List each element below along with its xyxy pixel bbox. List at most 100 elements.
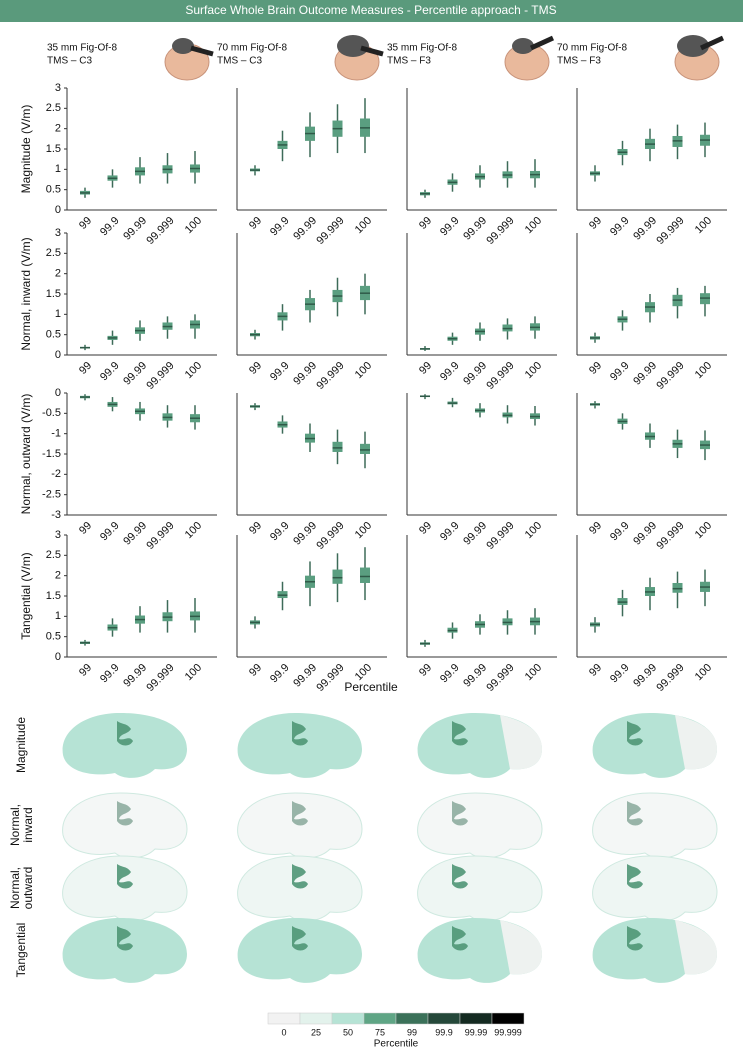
y-tick-label: 2.5 bbox=[46, 247, 61, 259]
coil-handle bbox=[190, 45, 214, 57]
y-tick-label: 3 bbox=[55, 82, 61, 94]
column-header: TMS – F3 bbox=[387, 56, 431, 67]
x-tick-label: 99.999 bbox=[484, 215, 516, 247]
column-header: 70 mm Fig-Of-8 bbox=[217, 43, 287, 54]
colorbar-label: 99.99 bbox=[465, 1027, 488, 1037]
colorbar-swatch bbox=[267, 1012, 301, 1025]
x-tick-label: 99.999 bbox=[654, 520, 686, 552]
x-tick-label: 99.999 bbox=[654, 215, 686, 247]
x-tick-label: 99 bbox=[77, 520, 94, 537]
x-tick-label: 99.9 bbox=[438, 520, 462, 544]
x-tick-label: 99 bbox=[587, 360, 604, 377]
x-tick-label: 99 bbox=[417, 520, 434, 537]
x-tick-label: 99.999 bbox=[144, 360, 176, 392]
y-tick-label: 1.5 bbox=[46, 143, 61, 155]
brain-map bbox=[62, 713, 187, 778]
brain-map bbox=[417, 918, 542, 983]
hotspot bbox=[292, 801, 308, 826]
y-tick-label: 3 bbox=[55, 529, 61, 541]
x-tick-label: 99.9 bbox=[438, 360, 462, 384]
hotspot bbox=[627, 801, 643, 826]
x-tick-label: 99.9 bbox=[438, 215, 462, 239]
coil-icon bbox=[512, 38, 534, 54]
hotspot bbox=[117, 721, 133, 746]
x-tick-label: 100 bbox=[183, 215, 204, 236]
y-axis-title: Normal, outward (V/m) bbox=[19, 394, 33, 515]
brain-front bbox=[675, 715, 717, 770]
brain-map bbox=[417, 855, 543, 922]
colorbar-swatch bbox=[491, 1012, 525, 1025]
brain-map bbox=[417, 713, 542, 778]
y-tick-label: 1 bbox=[55, 163, 61, 175]
x-tick-label: 99.999 bbox=[314, 662, 346, 694]
x-tick-label: 99 bbox=[587, 662, 604, 679]
colorbar-label: 99.9 bbox=[435, 1027, 453, 1037]
column-header: TMS – C3 bbox=[217, 56, 262, 67]
brain-row-label: Normal, bbox=[8, 867, 22, 909]
coil-icon bbox=[337, 35, 369, 57]
x-tick-label: 99.9 bbox=[608, 360, 632, 384]
x-tick-label: 99.9 bbox=[98, 520, 122, 544]
hotspot bbox=[627, 721, 643, 746]
colorbar-label: 25 bbox=[311, 1027, 321, 1037]
x-tick-label: 99.999 bbox=[314, 520, 346, 552]
x-tick-label: 99.999 bbox=[654, 662, 686, 694]
box bbox=[360, 443, 370, 454]
y-tick-label: 2 bbox=[55, 123, 61, 135]
hotspot bbox=[627, 864, 643, 889]
hotspot bbox=[292, 864, 308, 889]
x-tick-label: 99 bbox=[247, 662, 264, 679]
brain-front bbox=[500, 920, 542, 975]
x-tick-label: 100 bbox=[523, 360, 544, 381]
colorbar-label: 0 bbox=[281, 1027, 286, 1037]
column-header: TMS – C3 bbox=[47, 56, 92, 67]
x-tick-label: 100 bbox=[693, 360, 714, 381]
coil-icon bbox=[172, 38, 194, 54]
x-tick-label: 99 bbox=[587, 215, 604, 232]
x-tick-label: 99.9 bbox=[438, 662, 462, 686]
brain-map bbox=[62, 918, 187, 983]
column-header: TMS – F3 bbox=[557, 56, 601, 67]
column-header: 35 mm Fig-Of-8 bbox=[47, 43, 117, 54]
y-axis-title: Magnitude (V/m) bbox=[19, 105, 33, 194]
hotspot bbox=[292, 926, 308, 951]
brain-row-label: inward bbox=[21, 807, 35, 842]
colorbar-label: 50 bbox=[343, 1027, 353, 1037]
x-tick-label: 99.999 bbox=[484, 360, 516, 392]
x-tick-label: 100 bbox=[183, 520, 204, 541]
colorbar-label: 99.999 bbox=[494, 1027, 522, 1037]
colorbar-label: 99 bbox=[407, 1027, 417, 1037]
y-tick-label: 1.5 bbox=[46, 288, 61, 300]
brain-map bbox=[62, 792, 188, 859]
hotspot bbox=[117, 926, 133, 951]
x-tick-label: 100 bbox=[183, 360, 204, 381]
brain-map bbox=[237, 792, 363, 859]
y-tick-label: 2 bbox=[55, 268, 61, 280]
brain-surface bbox=[592, 792, 718, 859]
coil-handle bbox=[360, 45, 384, 57]
x-tick-label: 99 bbox=[417, 662, 434, 679]
x-tick-label: 99.9 bbox=[268, 215, 292, 239]
x-tick-label: 99 bbox=[77, 360, 94, 377]
brain-map bbox=[237, 713, 362, 778]
title-bar bbox=[0, 0, 743, 22]
colorbar-swatch bbox=[299, 1012, 333, 1025]
x-tick-label: 99 bbox=[247, 520, 264, 537]
x-tick-label: 99 bbox=[587, 520, 604, 537]
x-tick-label: 99.9 bbox=[98, 662, 122, 686]
brain-surface bbox=[417, 792, 543, 859]
y-tick-label: 0 bbox=[55, 349, 61, 361]
x-tick-label: 99.9 bbox=[268, 360, 292, 384]
brain-map bbox=[592, 792, 718, 859]
column-header: 35 mm Fig-Of-8 bbox=[387, 43, 457, 54]
hotspot bbox=[117, 864, 133, 889]
x-tick-label: 99 bbox=[417, 360, 434, 377]
box bbox=[672, 582, 683, 593]
y-tick-label: -0.5 bbox=[42, 407, 61, 419]
hotspot bbox=[452, 721, 468, 746]
brain-map bbox=[417, 792, 543, 859]
colorbar-title: Percentile bbox=[374, 1039, 419, 1050]
x-tick-label: 100 bbox=[693, 215, 714, 236]
box bbox=[332, 441, 343, 452]
